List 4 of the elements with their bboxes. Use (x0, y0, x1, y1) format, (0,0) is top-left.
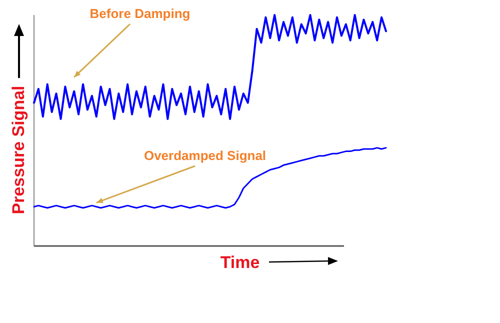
annotation: Before Damping (90, 6, 190, 21)
annotation: Overdamped Signal (144, 148, 266, 163)
x-axis-title: Time (220, 253, 260, 272)
y-axis-title: Pressure Signal (9, 86, 28, 214)
